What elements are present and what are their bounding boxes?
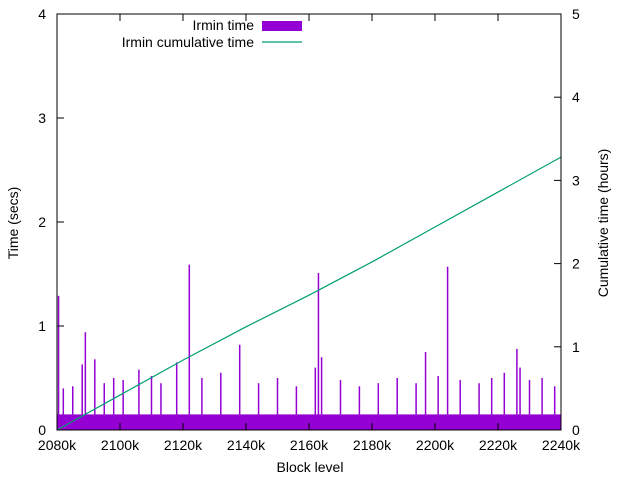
x-axis-ticks: 2080k 2100k 2120k 2140k 2160k 2180k 2200k 2220k… bbox=[38, 14, 581, 453]
y2-tick-label-5: 5 bbox=[572, 6, 580, 22]
y2-tick-label-2: 2 bbox=[572, 256, 580, 272]
bar-spike-10 bbox=[150, 375, 153, 430]
bar-spike-23 bbox=[339, 380, 342, 430]
legend-label-irmin-time: Irmin time bbox=[193, 17, 255, 33]
bar-spike-20 bbox=[314, 367, 317, 430]
x-tick-label-4: 2160k bbox=[290, 437, 329, 453]
y-axis-label: Time (secs) bbox=[5, 187, 21, 260]
legend-label-irmin-cumulative-time: Irmin cumulative time bbox=[122, 34, 254, 50]
bar-spike-16 bbox=[238, 344, 241, 430]
x-tick-label-3: 2140k bbox=[227, 437, 266, 453]
y-tick-label-4: 4 bbox=[38, 6, 46, 22]
bar-spike-21 bbox=[317, 272, 320, 430]
bar-spike-25 bbox=[377, 383, 380, 430]
x-tick-label-8: 2240k bbox=[542, 437, 581, 453]
y2-tick-label-3: 3 bbox=[572, 172, 580, 188]
bar-spike-18 bbox=[276, 378, 279, 430]
bar-spike-7 bbox=[112, 378, 115, 430]
x-tick-label-1: 2100k bbox=[101, 437, 140, 453]
bar-spike-19 bbox=[295, 386, 298, 430]
bar-spike-31 bbox=[459, 380, 461, 430]
x-axis-label: Block level bbox=[277, 459, 344, 475]
bar-spike-24 bbox=[358, 386, 361, 430]
bar-spike-5 bbox=[94, 359, 96, 430]
bar-spike-6 bbox=[103, 383, 105, 430]
x-tick-label-2: 2120k bbox=[164, 437, 203, 453]
bar-spike-29 bbox=[437, 375, 439, 430]
bar-spike-27 bbox=[415, 383, 417, 430]
legend: Irmin time Irmin cumulative time bbox=[122, 17, 302, 50]
bar-spike-8 bbox=[122, 380, 124, 430]
bar-spike-4 bbox=[84, 332, 87, 430]
x-tick-label-5: 2180k bbox=[353, 437, 392, 453]
y2-tick-label-0: 0 bbox=[572, 422, 580, 438]
bar-spike-14 bbox=[201, 378, 203, 430]
bar-spike-38 bbox=[541, 378, 543, 430]
y-axis-ticks: 0 1 2 3 4 bbox=[38, 6, 64, 438]
bar-spike-13 bbox=[188, 264, 191, 430]
y2-tick-label-4: 4 bbox=[572, 89, 580, 105]
bar-spike-15 bbox=[220, 372, 222, 430]
bar-spike-17 bbox=[257, 383, 260, 430]
y2-axis-ticks: 0 1 2 3 4 5 bbox=[554, 6, 580, 438]
bar-spike-2 bbox=[72, 386, 74, 430]
bar-spike-22 bbox=[320, 357, 323, 430]
bars-layer bbox=[57, 264, 561, 430]
cumulative-time-line bbox=[56, 156, 562, 431]
y-tick-label-2: 2 bbox=[38, 214, 46, 230]
plot-frame bbox=[56, 13, 562, 431]
bar-spike-0 bbox=[57, 295, 60, 430]
bar-spike-28 bbox=[424, 352, 427, 430]
bar-spike-39 bbox=[553, 386, 556, 430]
bar-spike-37 bbox=[528, 380, 531, 430]
y-tick-label-1: 1 bbox=[38, 318, 46, 334]
bar-spike-32 bbox=[478, 383, 480, 430]
bar-spike-35 bbox=[516, 348, 518, 430]
bar-spike-12 bbox=[175, 362, 178, 430]
bar-spike-34 bbox=[503, 372, 506, 430]
bar-spike-9 bbox=[138, 369, 140, 430]
y-tick-label-3: 3 bbox=[38, 110, 46, 126]
x-tick-label-0: 2080k bbox=[38, 437, 77, 453]
bar-spike-30 bbox=[446, 266, 449, 430]
y-tick-label-0: 0 bbox=[38, 422, 46, 438]
x-tick-label-7: 2220k bbox=[479, 437, 518, 453]
bar-spike-11 bbox=[160, 383, 162, 430]
legend-swatch-irmin-time bbox=[262, 21, 302, 31]
bar-spike-33 bbox=[490, 378, 493, 430]
bar-spike-26 bbox=[396, 378, 398, 430]
bar-spike-3 bbox=[81, 364, 83, 430]
y2-tick-label-1: 1 bbox=[572, 339, 580, 355]
x-tick-label-6: 2200k bbox=[416, 437, 455, 453]
bar-spike-1 bbox=[62, 388, 65, 430]
y2-axis-label: Cumulative time (hours) bbox=[595, 149, 611, 298]
bar-spike-36 bbox=[519, 367, 521, 430]
